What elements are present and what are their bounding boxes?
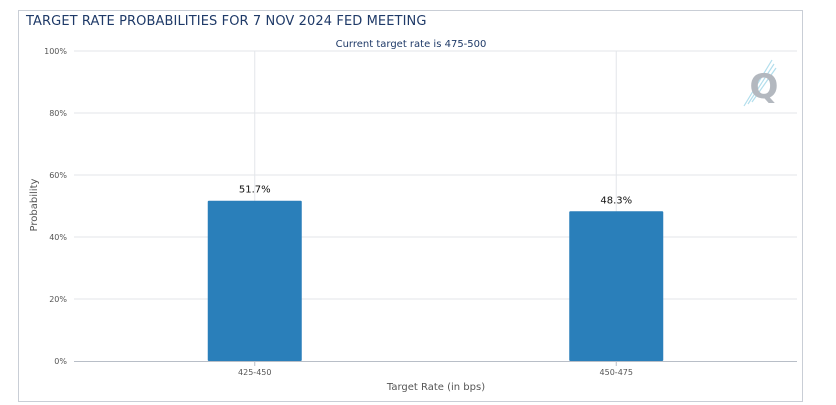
x-tick-label: 425-450	[238, 368, 271, 377]
y-tick-label: 0%	[54, 357, 67, 366]
y-tick-label: 40%	[49, 233, 67, 242]
svg-text:Q: Q	[750, 67, 779, 107]
y-axis-label: Probability	[29, 178, 40, 231]
x-tick-label: 450-475	[600, 368, 633, 377]
chart-title: TARGET RATE PROBABILITIES FOR 7 NOV 2024…	[26, 14, 427, 29]
bars	[207, 200, 664, 361]
chart-panel	[18, 10, 803, 402]
bar-value-label: 48.3%	[600, 195, 632, 206]
x-axis-ticks: 425-450 450-475	[238, 361, 633, 377]
chart-subtitle: Current target rate is 475-500	[336, 39, 487, 50]
y-tick-label: 20%	[49, 295, 67, 304]
bar-value-labels: 51.7% 48.3%	[239, 185, 632, 207]
y-tick-label: 60%	[49, 171, 67, 180]
y-tick-label: 100%	[44, 47, 67, 56]
quikstrike-q-logo-icon: Q	[743, 59, 779, 107]
bar-450-475[interactable]	[569, 211, 664, 361]
y-tick-label: 80%	[49, 109, 67, 118]
gridlines	[74, 50, 797, 361]
y-axis-ticks: 0% 20% 40% 60% 80% 100%	[44, 47, 67, 366]
bar-425-450[interactable]	[207, 200, 302, 361]
bar-value-label: 51.7%	[239, 185, 271, 196]
x-axis-label: Target Rate (in bps)	[386, 382, 485, 393]
